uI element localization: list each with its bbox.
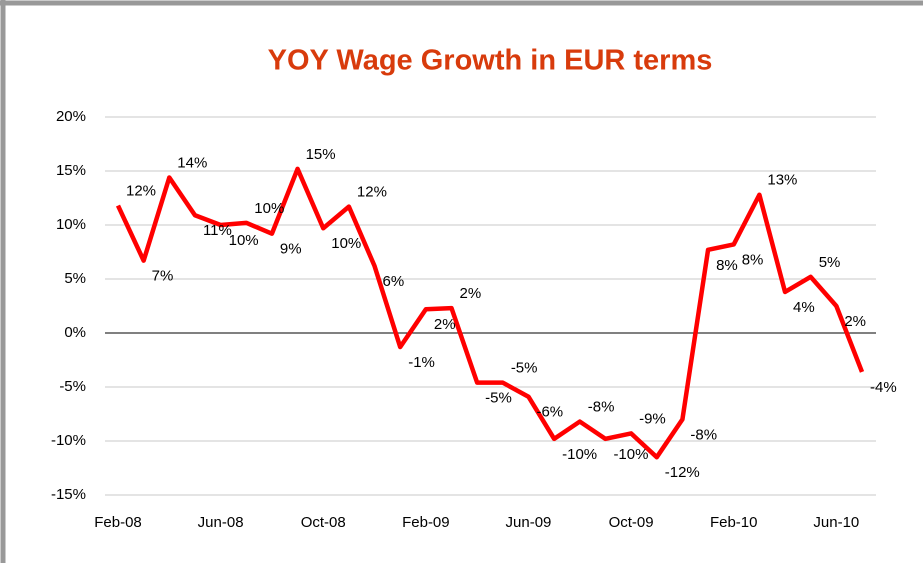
data-label: 4%: [793, 299, 815, 316]
data-label: -6%: [536, 404, 563, 421]
data-label: -5%: [511, 360, 538, 377]
data-line: [115, 166, 865, 460]
y-tick-label: -5%: [59, 378, 86, 395]
data-label: -10%: [562, 446, 597, 463]
x-tick-label: Jun-10: [813, 514, 859, 531]
x-tick-label: Feb-09: [402, 514, 450, 531]
y-tick-label: -15%: [51, 486, 86, 503]
data-label: 8%: [742, 251, 764, 268]
data-label: 11%: [203, 222, 232, 239]
data-label: -8%: [588, 399, 615, 416]
data-label: -8%: [690, 426, 717, 443]
chart-title: YOY Wage Growth in EUR terms: [268, 45, 713, 77]
y-tick-label: 0%: [64, 324, 86, 341]
data-label: 2%: [844, 313, 866, 330]
data-label: 9%: [280, 241, 302, 258]
data-label: 14%: [177, 154, 207, 171]
data-label: 15%: [306, 146, 336, 163]
data-label: 12%: [126, 183, 156, 200]
x-tick-label: Feb-10: [710, 514, 758, 531]
y-tick-label: 10%: [56, 216, 86, 233]
y-tick-label: 15%: [56, 162, 86, 179]
x-tick-label: Oct-09: [609, 514, 654, 531]
data-label: 5%: [819, 254, 841, 271]
data-label: 13%: [767, 172, 797, 189]
data-label: 12%: [357, 184, 387, 201]
data-label: -10%: [613, 446, 648, 463]
data-label: 10%: [229, 232, 259, 249]
data-label: -9%: [639, 410, 666, 427]
y-tick-label: 20%: [56, 108, 86, 125]
data-label: 2%: [460, 285, 482, 302]
data-label: 10%: [331, 235, 361, 252]
y-tick-label: 5%: [64, 270, 86, 287]
data-label: -1%: [408, 354, 435, 371]
data-label: 10%: [254, 200, 284, 217]
data-label: -5%: [485, 390, 512, 407]
data-label: -12%: [665, 464, 700, 481]
data-label: -4%: [870, 379, 897, 396]
data-label: 8%: [716, 257, 738, 274]
data-label: 2%: [434, 316, 456, 333]
x-tick-label: Jun-09: [506, 514, 552, 531]
data-label: 6%: [383, 273, 405, 290]
y-tick-label: -10%: [51, 432, 86, 449]
x-tick-label: Feb-08: [94, 514, 142, 531]
data-label: 7%: [152, 268, 174, 285]
x-tick-label: Oct-08: [301, 514, 346, 531]
x-tick-label: Jun-08: [198, 514, 244, 531]
